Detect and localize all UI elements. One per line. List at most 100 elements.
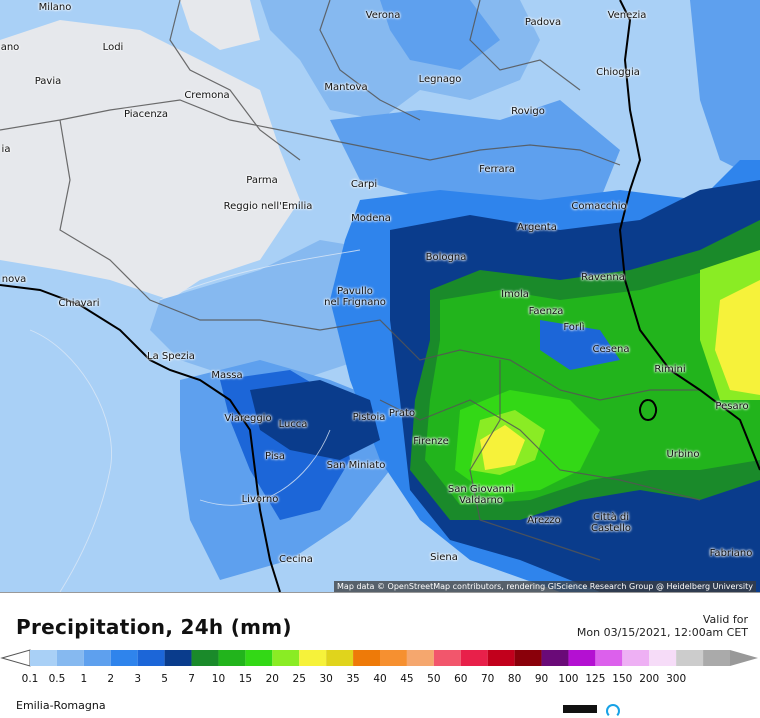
scale-tick-label: 3: [134, 673, 142, 685]
city-label: Comacchio: [571, 201, 627, 212]
city-label: Reggio nell'Emilia: [223, 201, 313, 212]
scale-tick-label: 60: [454, 673, 468, 685]
city-label: Pistoia: [352, 412, 386, 423]
city-label: Ferrara: [479, 164, 515, 175]
scale-swatch: [406, 650, 434, 666]
scale-tick-label: 200: [639, 673, 660, 685]
scale-swatch: [622, 650, 650, 666]
city-label: Argenta: [517, 222, 557, 233]
city-label: Lucca: [278, 419, 308, 430]
scale-swatch: [649, 650, 677, 666]
scale-swatch: [460, 650, 488, 666]
city-label: Lodi: [102, 42, 124, 53]
city-label: Urbino: [666, 449, 700, 460]
city-label: Pavia: [34, 76, 62, 87]
city-label: Rimini: [654, 364, 686, 375]
city-label: Milano: [38, 2, 72, 13]
scale-swatch: [245, 650, 273, 666]
scale-tick-label: 0.1: [21, 673, 39, 685]
city-label: Prato: [388, 408, 416, 419]
scale-swatch: [353, 650, 380, 666]
scale-swatch: [514, 650, 542, 666]
scale-swatch: [595, 650, 623, 666]
scale-tick-label: 2: [107, 673, 115, 685]
scale-tick-label: 15: [238, 673, 253, 685]
scale-swatch: [299, 650, 327, 666]
city-label: Venezia: [607, 10, 647, 21]
city-label: Chioggia: [596, 67, 640, 78]
city-label: Livorno: [241, 494, 279, 505]
scale-swatch: [676, 650, 704, 666]
scale-tick-label: 45: [400, 673, 414, 685]
scale-tick-label: 70: [481, 673, 495, 685]
scale-tick-label: 20: [265, 673, 279, 685]
city-label: Cecina: [279, 554, 313, 565]
scale-swatch: [326, 650, 354, 666]
city-label: Carpi: [350, 179, 378, 190]
scale-tick-label: 10: [211, 673, 226, 685]
scale-swatch: [164, 650, 192, 666]
map-attribution: Map data © OpenStreetMap contributors, r…: [334, 581, 756, 592]
scale-tick-label: 90: [534, 673, 549, 685]
scale-tick-label: 25: [292, 673, 306, 685]
city-label: Parma: [246, 175, 278, 186]
scale-tick-label: 150: [612, 673, 633, 685]
city-label: Pavullo nel Frignano: [324, 286, 386, 308]
scale-tick-label: 50: [427, 673, 441, 685]
city-label: Cesena: [592, 344, 630, 355]
scale-tick-label: 1: [80, 673, 88, 685]
map-title: Precipitation, 24h (mm): [16, 615, 292, 639]
map-fields: [0, 0, 760, 592]
valid-time: Mon 03/15/2021, 12:00am CET: [576, 626, 748, 639]
scale-swatch: [433, 650, 461, 666]
city-label: Pesaro: [715, 401, 749, 412]
city-label: Firenze: [413, 436, 449, 447]
scale-max-arrow: [730, 650, 758, 666]
city-label: San Giovanni Valdarno: [447, 484, 515, 506]
scale-tick-label: 40: [373, 673, 387, 685]
precipitation-map[interactable]: Milano Verona Padova Venezia ano Lodi Legnago C…: [0, 0, 760, 592]
city-label: Chiavari: [58, 298, 100, 309]
city-label: Viareggio: [224, 413, 272, 424]
legend-panel: Precipitation, 24h (mm) Valid for Mon 03…: [0, 592, 760, 718]
city-label: Padova: [524, 17, 562, 28]
scale-swatch: [703, 650, 730, 666]
city-label: Ravenna: [581, 272, 625, 283]
city-label: San Miniato: [326, 460, 386, 471]
city-label: Arezzo: [527, 515, 561, 526]
scale-swatch: [541, 650, 569, 666]
city-label: Città di Castello: [590, 512, 632, 534]
scale-swatch: [137, 650, 165, 666]
scale-swatch: [56, 650, 84, 666]
scale-ticks: 0.1 0.5 1 2 3 5 7 10 15 20 25 30 35 40 45 50 60 70 80 90 100…: [0, 673, 760, 687]
color-scale: [0, 649, 758, 667]
city-label: Imola: [501, 289, 529, 300]
scale-tick-label: 5: [161, 673, 168, 685]
city-label: Piacenza: [123, 109, 169, 120]
scale-min-arrow: [0, 649, 31, 667]
city-label: Fabriano: [709, 548, 753, 559]
city-label: Cremona: [184, 90, 230, 101]
city-label: Forlì: [563, 322, 585, 333]
scale-tick-label: 7: [188, 673, 195, 685]
city-label: Siena: [430, 552, 458, 563]
city-label: ano: [0, 42, 20, 53]
scale-tick-label: 80: [507, 673, 522, 685]
scale-tick-label: 300: [666, 673, 687, 685]
scale-swatch: [487, 650, 515, 666]
scale-tick-label: 125: [585, 673, 606, 685]
scale-tick-label: 35: [346, 673, 360, 685]
scale-swatch: [380, 650, 407, 666]
city-label: nova: [1, 274, 27, 285]
scale-swatch: [191, 650, 219, 666]
city-label: Legnago: [418, 74, 462, 85]
city-label: Faenza: [528, 306, 564, 317]
scale-tick-label: 100: [558, 673, 579, 685]
logo-mark: [563, 705, 597, 713]
scale-tick-label: 30: [319, 673, 333, 685]
scale-swatch: [218, 650, 246, 666]
scale-swatch: [568, 650, 596, 666]
valid-label: Valid for: [702, 613, 748, 626]
city-label: Pisa: [265, 451, 285, 462]
scale-swatch: [83, 650, 111, 666]
